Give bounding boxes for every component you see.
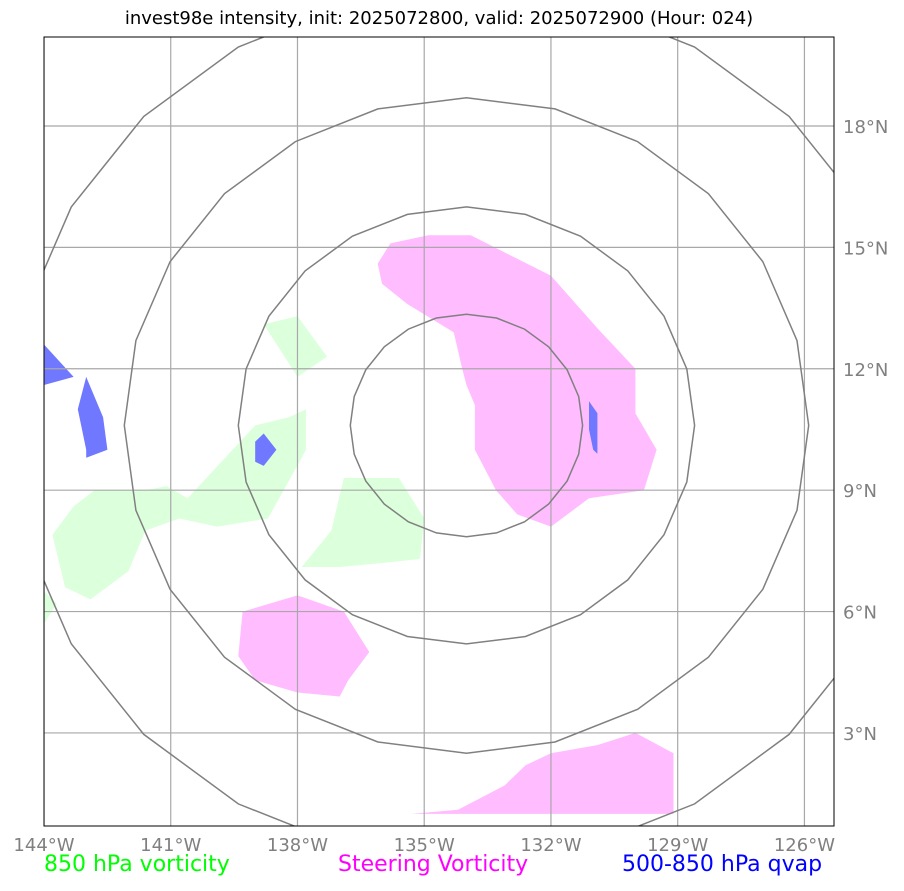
lon-tick-label: 126°W [774,835,835,856]
lon-tick-label: 144°W [13,835,74,856]
legend-850-vorticity: 850 hPa vorticity [44,852,230,877]
legend-steering-vorticity: Steering Vorticity [338,852,529,877]
qvap-area [255,433,277,466]
qvap-area [44,344,74,385]
qvap-area [77,376,108,458]
lat-tick-label: 6°N [843,603,877,624]
vorticity-850-area [263,316,327,377]
qvap-layer [44,344,598,466]
range-ring [237,206,696,645]
vorticity-850-layer [44,316,425,624]
lat-tick-label: 9°N [843,481,877,502]
lat-tick-label: 15°N [843,238,888,259]
steering-vorticity-area [411,732,674,814]
axis-tick-labels: 144°W 141°W 138°W 135°W 132°W 129°W 126°W 3°N 6°… [13,117,888,856]
range-ring [44,37,834,826]
lon-tick-label: 138°W [267,835,328,856]
lon-tick-label: 141°W [140,835,201,856]
lat-tick-label: 12°N [843,360,888,381]
steering-vorticity-area [238,595,370,697]
lon-tick-label: 135°W [394,835,455,856]
map-frame [43,36,835,827]
qvap-area [589,401,598,454]
lat-tick-label: 3°N [843,724,877,745]
legend-qvap: 500-850 hPa qvap [622,852,823,877]
steering-vorticity-area [377,235,657,527]
lon-tick-label: 129°W [647,835,708,856]
range-ring [123,96,810,754]
graticule [44,37,834,826]
figure-title: invest98e intensity, init: 2025072800, v… [124,8,754,29]
range-ring [349,313,584,538]
lon-tick-label: 132°W [520,835,581,856]
vorticity-850-area [301,478,425,567]
lat-tick-label: 18°N [843,117,888,138]
range-rings [44,37,834,826]
vorticity-850-area [44,591,57,624]
steering-vorticity-layer [238,235,674,814]
